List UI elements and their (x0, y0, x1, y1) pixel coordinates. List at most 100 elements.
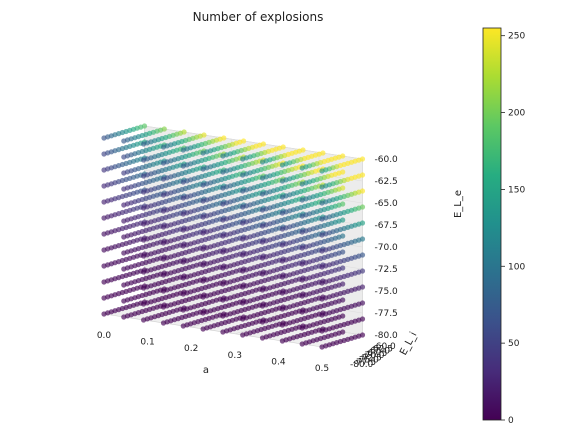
scatter-point (160, 240, 167, 246)
scatter-point (279, 274, 285, 280)
scatter-point (240, 156, 246, 162)
scatter-point (220, 153, 226, 159)
x-tick-label: 0.5 (315, 364, 329, 374)
gridline-x-floor (234, 321, 276, 335)
scatter-point (180, 323, 186, 329)
scatter-point (240, 172, 246, 178)
scatter-point (160, 224, 167, 230)
scatter-point (220, 329, 226, 335)
scatter-point (141, 221, 147, 227)
scatter-point (180, 195, 186, 201)
scatter-point (259, 191, 266, 197)
scatter-point (240, 188, 246, 194)
x-tick-label: 0.0 (97, 331, 112, 341)
scatter-point (141, 157, 147, 163)
scatter-points (101, 123, 366, 350)
scatter-point (299, 197, 305, 203)
scatter-point (160, 208, 167, 214)
chart-title: Number of explosions (193, 10, 324, 24)
scatter-point (299, 261, 305, 267)
y-tick-label: -75.0 (356, 356, 380, 366)
scatter-point (121, 138, 127, 144)
scatter-point (299, 309, 305, 315)
scatter-point (299, 165, 305, 171)
y-tick-label: -67.5 (364, 349, 387, 359)
scatter-point (240, 332, 246, 338)
scatter-point (200, 198, 206, 204)
scatter-point (220, 297, 226, 303)
scatter-point (101, 231, 107, 237)
scatter-point (240, 220, 246, 226)
scatter-point (299, 341, 305, 347)
z-tick-label: -77.5 (375, 309, 398, 319)
scatter-point (121, 266, 127, 272)
z-tick-label: -70.0 (375, 243, 399, 253)
scatter-point (220, 185, 226, 191)
scatter-point (200, 230, 206, 236)
y-axis-label: E_L_i (398, 330, 419, 357)
scatter-point (220, 217, 226, 223)
z-tick-label: -72.5 (375, 265, 398, 275)
scatter-point (101, 215, 107, 221)
scatter-point (299, 229, 305, 235)
scatter-point (200, 214, 206, 220)
scatter-point (121, 218, 127, 224)
scatter-point (279, 178, 285, 184)
axes-ticks: 0.00.10.20.30.40.5-80.0-77.5-75.0-72.5-7… (97, 155, 398, 374)
scatter-point (160, 176, 167, 182)
scatter-point (160, 272, 167, 278)
scatter-point (259, 223, 266, 229)
scatter-point (141, 317, 147, 323)
scatter-point (279, 210, 285, 216)
colorbar-tick-label: 150 (508, 185, 525, 195)
colorbar-tick-label: 50 (508, 339, 520, 349)
scatter-point (240, 284, 246, 290)
scatter-point (319, 312, 325, 318)
scatter-point (101, 167, 107, 173)
scatter-point (160, 160, 167, 166)
scatter-point (121, 234, 127, 240)
scatter-point (319, 264, 325, 270)
scatter-point (200, 310, 206, 316)
scatter-point (160, 320, 167, 326)
scatter-point (259, 175, 266, 181)
scatter-point (240, 300, 246, 306)
colorbar: 0 50 100 150 200 250 (482, 27, 525, 426)
scatter-point (121, 170, 127, 176)
scatter-point (319, 280, 325, 286)
y-tick-label: -70.0 (361, 351, 385, 361)
scatter-point (220, 249, 226, 255)
scatter-point (259, 287, 266, 293)
scatter-point (259, 255, 266, 261)
scatter-point (279, 162, 285, 168)
scatter-point (141, 301, 147, 307)
scatter-point (160, 304, 167, 310)
scatter-point (259, 271, 266, 277)
scatter-point (180, 275, 186, 281)
scatter-point (299, 293, 305, 299)
scatter-point (180, 307, 186, 313)
scatter-point (121, 186, 127, 192)
scatter-point (319, 232, 325, 238)
y-tick-label: -80.0 (350, 360, 374, 370)
scatter-point (240, 236, 246, 242)
scatter-point (279, 226, 285, 232)
scatter-point (180, 291, 186, 297)
x-tick-label: 0.3 (228, 351, 242, 361)
scatter-point (279, 306, 285, 312)
y-tick-label: -65.0 (367, 347, 391, 357)
scatter-point (319, 296, 325, 302)
scatter-point (141, 141, 147, 147)
scatter-point (141, 269, 147, 275)
scatter-point (101, 279, 107, 285)
scatter-point (141, 173, 147, 179)
y-tick-label: -62.5 (370, 344, 393, 354)
scatter-point (319, 200, 325, 206)
z-tick-label: -67.5 (375, 221, 398, 231)
scatter-point (160, 256, 167, 262)
scatter-point (180, 259, 186, 265)
scatter-point (141, 189, 147, 195)
scatter-point (240, 204, 246, 210)
scatter-point (319, 344, 325, 350)
